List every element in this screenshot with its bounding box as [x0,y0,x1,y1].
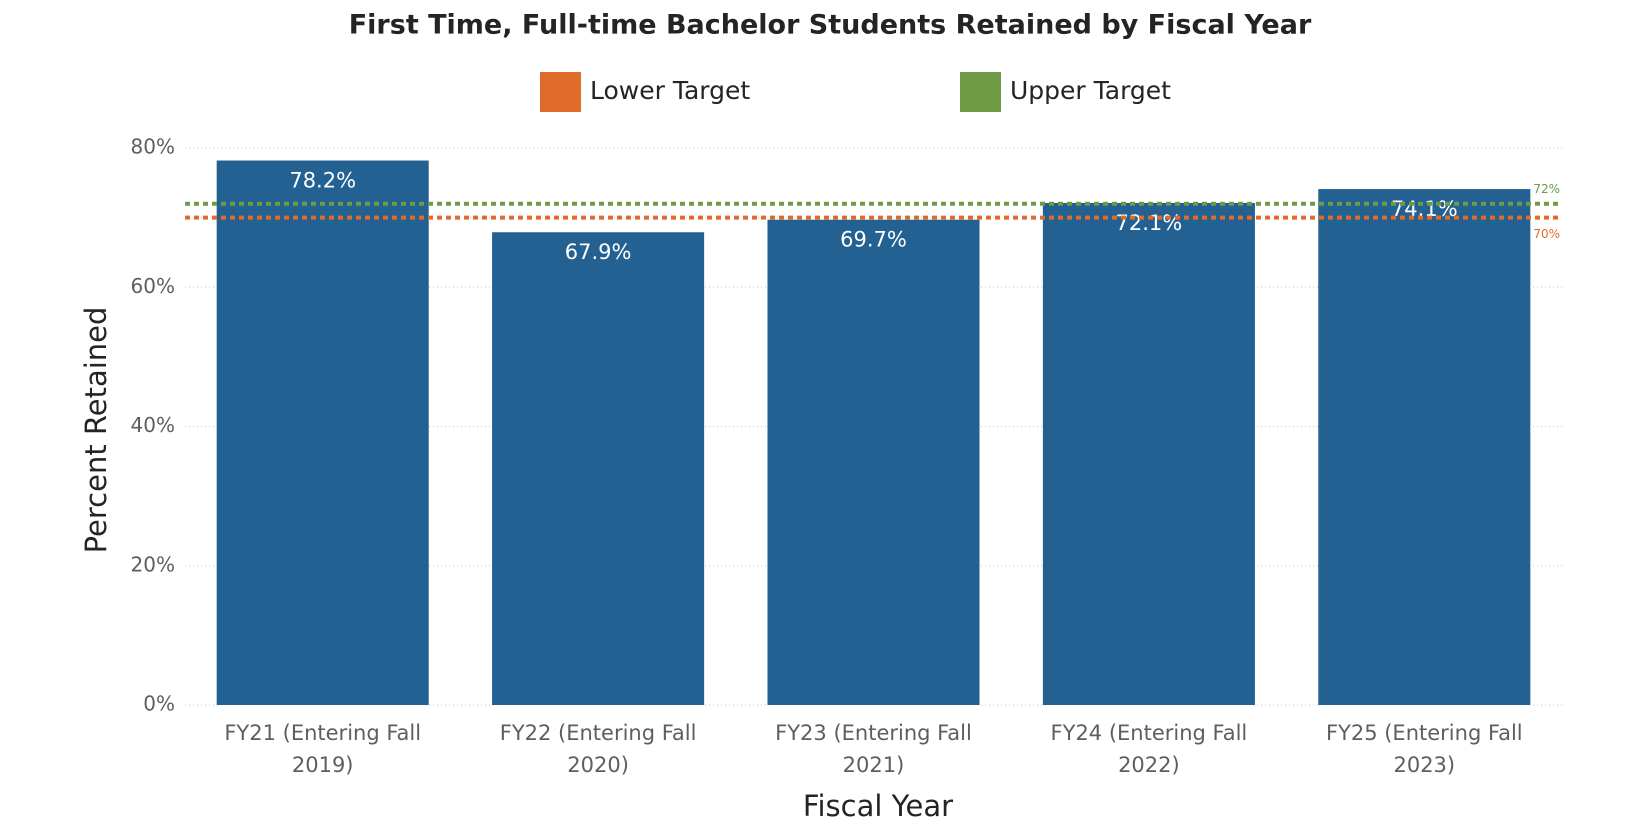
x-tick-label: FY25 (Entering Fall 2023) [1325,721,1523,777]
reference-line-label: 70% [1533,227,1560,241]
x-axis-title: Fiscal Year [803,789,953,823]
bar [492,232,705,705]
bar [767,219,980,705]
reference-line-label: 72% [1533,182,1560,196]
value-label: 69.7% [840,228,907,252]
bar [1318,189,1531,706]
bar [1042,203,1255,705]
chart-title: First Time, Full-time Bachelor Students … [349,10,1312,41]
value-label: 78.2% [289,169,356,193]
x-tick-label: FY22 (Entering Fall 2020) [499,721,697,777]
legend-swatch [540,72,581,112]
legend-label: Upper Target [1010,76,1171,105]
x-tick-label: FY23 (Entering Fall 2021) [775,721,972,777]
y-axis-title: Percent Retained [79,307,113,554]
x-tick-label: FY21 (Entering Fall 2019) [224,721,422,777]
value-label: 72.1% [1116,211,1183,235]
x-tick-label: FY24 (Entering Fall 2022) [1050,721,1248,777]
y-tick-label: 80% [131,135,175,159]
legend-label: Lower Target [590,76,750,105]
value-label: 67.9% [565,240,632,264]
y-tick-label: 0% [143,692,175,716]
y-tick-label: 40% [131,413,175,437]
bar [216,160,429,706]
y-tick-label: 20% [131,552,175,576]
legend-swatch [960,72,1001,112]
y-tick-label: 60% [131,274,175,298]
